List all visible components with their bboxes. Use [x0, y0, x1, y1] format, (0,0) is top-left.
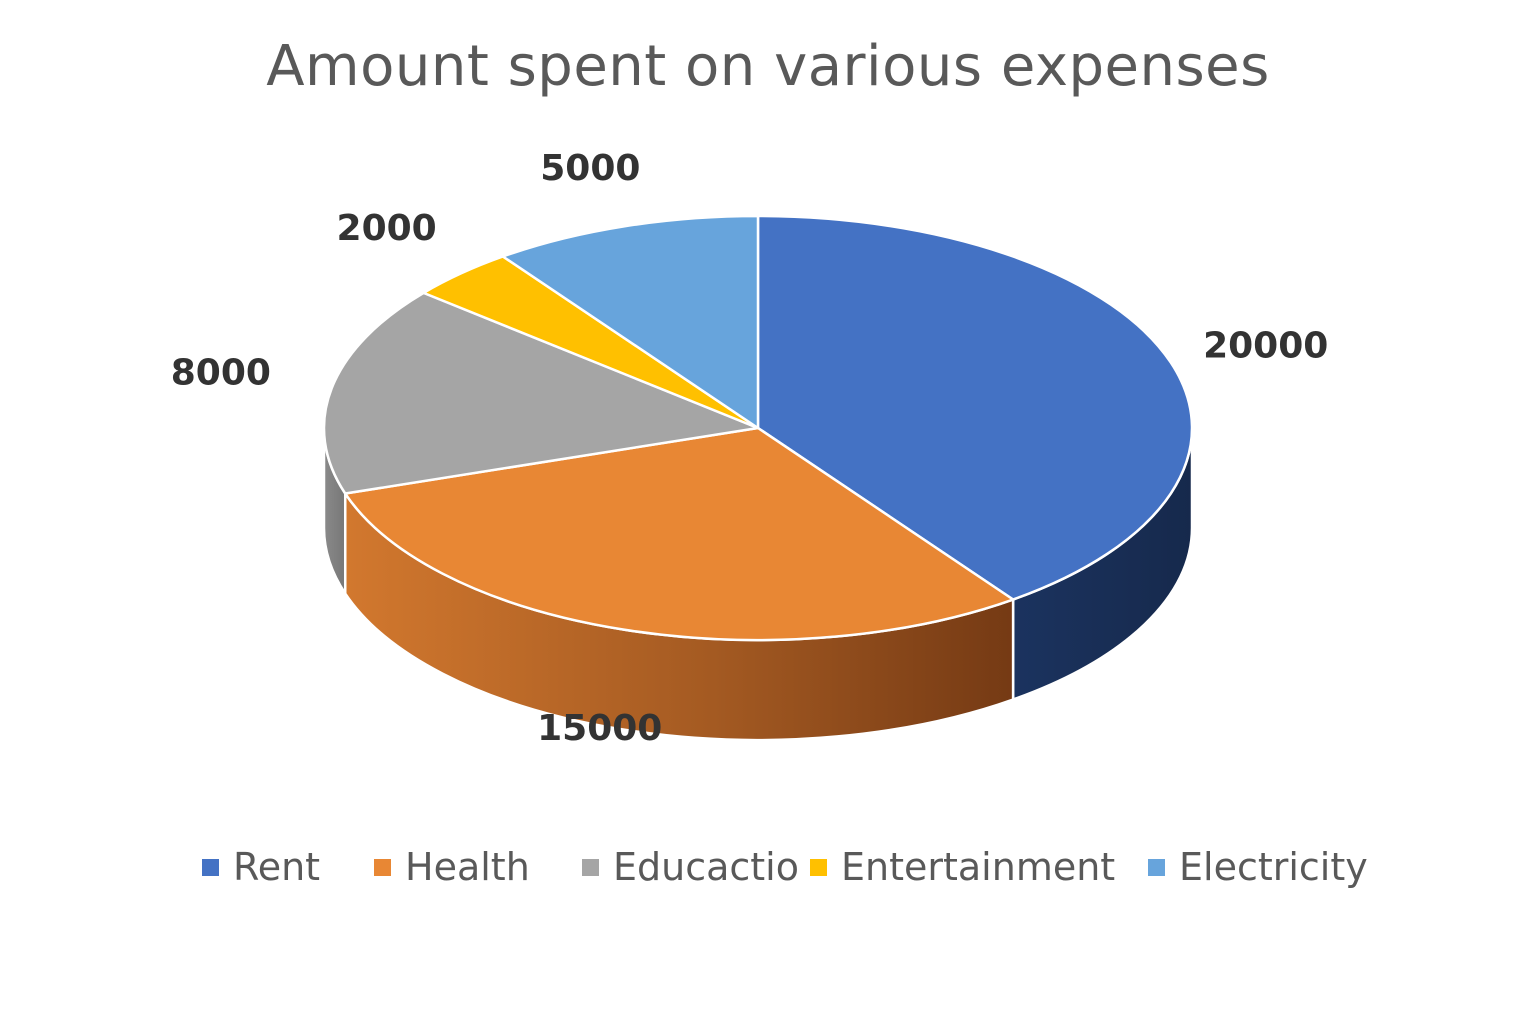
legend-item-educaction: Educaction: [582, 842, 802, 892]
legend-swatch: [202, 858, 219, 876]
legend-swatch: [810, 858, 827, 876]
legend: Rent Health Educaction Entertainment Electri…: [0, 842, 1536, 892]
pie-slice-rent: [756, 214, 1194, 601]
legend-item-health: Health: [374, 842, 564, 892]
pie-slice-electricity: [501, 214, 760, 430]
legend-item-electricity: Electricity: [1148, 842, 1388, 892]
legend-label: Entertainment: [841, 845, 1116, 889]
pie-slice-health: [343, 426, 1015, 642]
legend-item-rent: Rent: [202, 842, 352, 892]
legend-label: Rent: [233, 845, 321, 889]
legend-swatch: [374, 858, 391, 876]
data-label-health: 15000: [537, 708, 662, 749]
pie-data-labels: 20000 15000 8000 2000 5000: [171, 148, 1329, 749]
legend-item-entertainment: Entertainment: [810, 842, 1130, 892]
pie-tops: [322, 214, 1194, 642]
data-label-rent: 20000: [1203, 325, 1328, 366]
data-label-electricity: 5000: [540, 148, 640, 189]
chart-title: Amount spent on various expenses: [266, 34, 1270, 99]
data-label-educaction: 8000: [171, 352, 271, 393]
legend-swatch: [582, 858, 599, 876]
legend-label: Health: [405, 845, 530, 889]
legend-label: Educaction: [613, 845, 802, 889]
data-label-entertainment: 2000: [337, 208, 437, 249]
legend-swatch: [1148, 858, 1165, 876]
legend-label: Electricity: [1179, 845, 1368, 889]
pie-slice-educaction: [322, 291, 760, 495]
